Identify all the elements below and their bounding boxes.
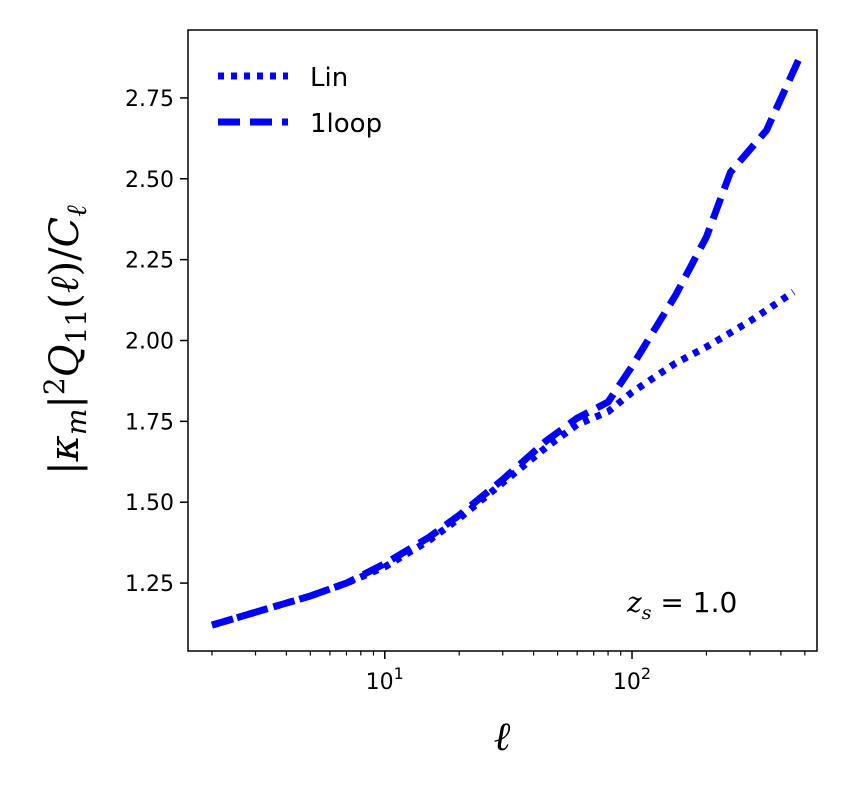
redshift-annotation: zs = 1.0 bbox=[626, 586, 737, 624]
ticks-layer: 1.25 1.50 1.75 2.00 2.25 2.50 2.75 101 102 bbox=[125, 87, 806, 695]
x-tick-label: 102 bbox=[613, 664, 651, 695]
y-tick-label: 1.75 bbox=[125, 410, 174, 435]
y-tick-label: 2.00 bbox=[125, 330, 174, 355]
x-axis-label: ℓ bbox=[494, 714, 511, 760]
y-tick-label: 2.75 bbox=[125, 87, 174, 112]
y-tick-label: 1.50 bbox=[125, 491, 174, 516]
series-line-lin bbox=[211, 289, 796, 629]
legend-label-1loop: 1loop bbox=[310, 109, 382, 139]
y-tick-label: 2.25 bbox=[125, 249, 174, 274]
y-axis-label: |κm|2Q11(ℓ)/Cℓ bbox=[38, 205, 93, 475]
legend-label-lin: Lin bbox=[310, 63, 348, 93]
x-tick-label: 101 bbox=[366, 664, 404, 695]
series-line-1loop bbox=[211, 54, 804, 629]
y-tick-label: 2.50 bbox=[125, 168, 174, 193]
series-layer bbox=[211, 54, 804, 629]
y-tick-label: 1.25 bbox=[125, 572, 174, 597]
legend: Lin 1loop bbox=[218, 63, 382, 139]
